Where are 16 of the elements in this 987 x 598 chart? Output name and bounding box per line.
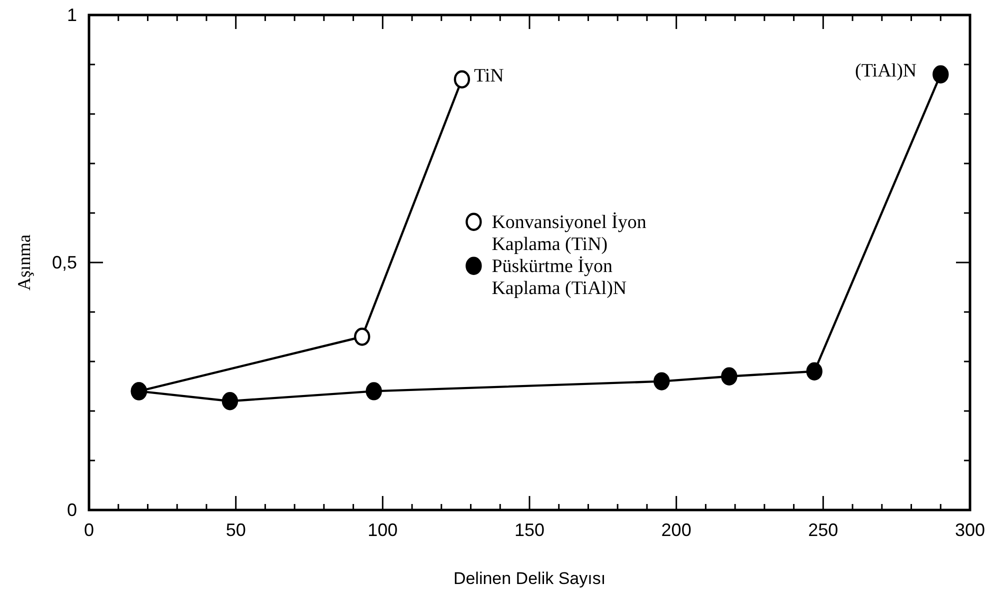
x-tick-label: 200 (661, 520, 692, 540)
x-tick-label: 300 (954, 520, 986, 540)
x-tick-label: 150 (514, 520, 545, 540)
legend-label: Püskürtme İyon Kaplama (TiAl)N (492, 256, 627, 299)
annotation: TiN (474, 65, 504, 86)
legend-label: Konvansiyonel İyon Kaplama (TiN) (492, 212, 647, 255)
x-tick-label: 250 (808, 520, 838, 540)
x-tick-label: 100 (368, 520, 398, 540)
x-axis-title: Delinen Delik Sayısı (453, 569, 606, 588)
y-tick-label: 0 (66, 500, 77, 520)
y-tick-label: 0,5 (52, 252, 77, 272)
x-tick-label: 50 (226, 520, 246, 540)
y-axis-title: Aşınma (14, 234, 34, 290)
x-tick-label: 0 (84, 520, 94, 540)
annotation: (TiAl)N (855, 60, 917, 82)
y-tick-label: 1 (66, 5, 77, 25)
